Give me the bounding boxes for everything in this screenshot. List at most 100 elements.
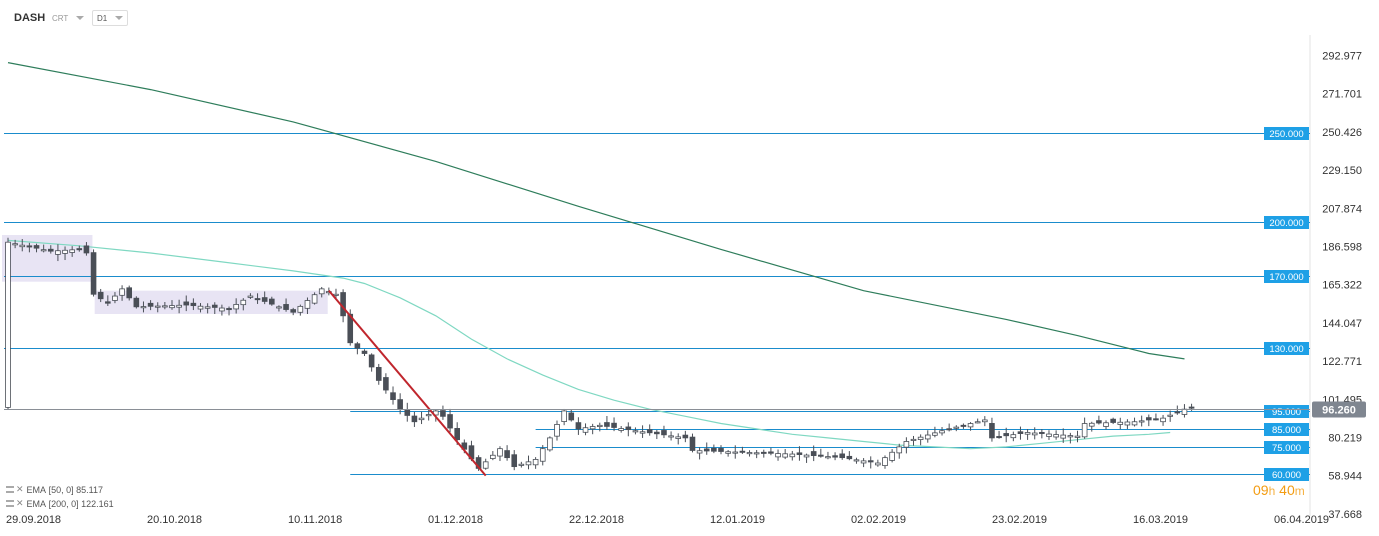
candle — [1174, 405, 1181, 415]
candle-body — [639, 431, 646, 434]
candle-body — [910, 438, 917, 441]
candle-body — [1074, 435, 1081, 438]
close-icon[interactable]: ✕ — [16, 484, 24, 494]
candle-body — [454, 428, 460, 441]
chart-type-selector[interactable]: CRT — [52, 9, 88, 27]
candle-body — [989, 423, 995, 439]
timeframe-selector[interactable]: D1 — [92, 10, 128, 26]
candle-body — [1003, 433, 1009, 437]
chevron-down-icon — [76, 16, 85, 20]
candle — [390, 386, 396, 405]
candle — [1003, 427, 1009, 443]
candle-body — [675, 436, 682, 439]
candle — [1160, 414, 1166, 426]
candle — [1181, 404, 1188, 418]
candle-body — [283, 304, 289, 310]
candle-body — [211, 304, 218, 308]
candle — [19, 239, 26, 252]
candle-body — [69, 249, 75, 253]
x-tick-label: 23.02.2019 — [992, 514, 1047, 526]
countdown-minutes-unit: m — [1294, 484, 1305, 498]
candle — [1110, 417, 1116, 425]
candle — [1124, 419, 1131, 429]
candle-body — [632, 430, 639, 433]
candle-body — [1067, 435, 1074, 438]
ema200-line — [7, 62, 1185, 360]
candle — [162, 301, 168, 310]
candle-body — [532, 459, 539, 466]
candle — [105, 295, 111, 306]
candle-body — [219, 307, 225, 312]
candle-body — [746, 452, 753, 455]
candle — [696, 447, 703, 460]
candle-body — [1167, 414, 1173, 417]
candle-body — [390, 392, 396, 400]
candle-body — [226, 308, 232, 311]
candle — [147, 300, 154, 311]
close-icon[interactable]: ✕ — [16, 498, 24, 508]
level-tag — [1264, 127, 1309, 140]
candle-body — [682, 434, 689, 439]
candle — [133, 296, 140, 309]
symbol-label[interactable]: DASH — [14, 12, 46, 24]
candle — [1031, 427, 1038, 440]
candle — [932, 426, 938, 438]
candle-body — [739, 450, 746, 453]
candle-body — [1188, 406, 1195, 409]
candle-body — [939, 430, 945, 434]
candle — [796, 446, 803, 461]
candle — [625, 422, 632, 437]
candle-body — [1081, 423, 1088, 438]
candle-body — [903, 441, 910, 448]
candle-body — [233, 304, 239, 310]
candle — [318, 286, 325, 298]
indicator-ema50[interactable]: ✕ EMA [50, 0] 85.117 — [6, 484, 103, 495]
x-axis: 29.09.2018 20.10.2018 10.11.2018 01.12.2018… — [6, 514, 1329, 526]
candle — [504, 445, 510, 461]
candle — [1060, 428, 1067, 443]
candle-body — [853, 459, 860, 462]
candle — [867, 456, 874, 469]
candle-body — [796, 452, 803, 455]
candle-body — [297, 305, 304, 313]
y-tick-label: 186.598 — [1322, 242, 1362, 254]
candle-body — [703, 448, 710, 452]
countdown-hours-unit: h — [1268, 484, 1276, 498]
candle-body — [440, 410, 446, 417]
settings-icon[interactable] — [6, 500, 14, 507]
settings-icon[interactable] — [6, 486, 14, 493]
candle — [1053, 430, 1059, 440]
candle-body — [889, 451, 895, 461]
indicator-ema200[interactable]: ✕ EMA [200, 0] 122.161 — [6, 498, 114, 509]
x-tick-label: 10.11.2018 — [288, 514, 342, 526]
level-label: 200.000 — [1269, 218, 1303, 229]
candle-body — [810, 451, 817, 456]
consolidation-zone — [94, 290, 328, 315]
candle-body — [946, 428, 952, 431]
candle-body — [482, 461, 489, 469]
candle-body — [276, 306, 282, 309]
candle-body — [803, 454, 810, 458]
candle — [711, 444, 717, 454]
candle — [12, 239, 18, 249]
candle-body — [1138, 420, 1145, 423]
candle — [589, 423, 596, 435]
x-tick-label: 22.12.2018 — [569, 514, 624, 526]
candle — [219, 304, 225, 316]
candle-body — [204, 306, 211, 309]
candle-body — [1160, 417, 1166, 423]
candle-body — [62, 249, 68, 254]
candle-body — [504, 450, 510, 459]
candle-body — [169, 305, 175, 309]
candle-body — [126, 287, 133, 299]
candle — [611, 417, 617, 432]
candle — [119, 285, 125, 301]
moving-averages — [7, 62, 1185, 450]
candle — [746, 450, 753, 457]
candle-body — [33, 245, 40, 249]
candle — [1138, 415, 1145, 427]
candle — [753, 450, 760, 459]
candle-body — [967, 423, 974, 428]
candle — [140, 301, 147, 313]
